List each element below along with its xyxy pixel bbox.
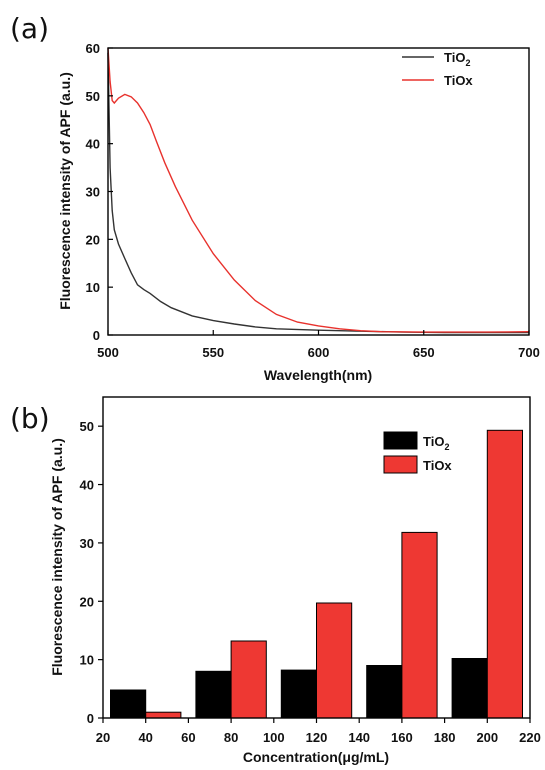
panel-a-x-axis-title: Wavelength(nm) bbox=[264, 367, 372, 383]
panel-a-legend-label-tio2-base: TiO bbox=[444, 50, 465, 65]
panel-a-label: (a) bbox=[10, 12, 49, 45]
panel-a-legend-label-tio2-subscript: 2 bbox=[465, 58, 470, 68]
panel-b-x-tick-label: 40 bbox=[138, 730, 152, 745]
panel-b-x-tick-label: 100 bbox=[263, 730, 285, 745]
panel-b-bar-tio2-200 bbox=[451, 658, 488, 719]
panel-b-legend-label-tio2-subscript: 2 bbox=[444, 442, 449, 452]
panel-b-x-tick-label: 140 bbox=[348, 730, 370, 745]
panel-b-label: (b) bbox=[10, 402, 50, 435]
panel-a-y-tick-label: 20 bbox=[86, 232, 100, 247]
panel-a-x-tick-label: 500 bbox=[97, 345, 119, 360]
panel-a-legend: TiO2 TiOx bbox=[402, 50, 473, 88]
panel-b: (b) 20 40 60 80 100 120 140 160 180 200 220 0 10 20 30… bbox=[10, 396, 541, 765]
panel-b-bar-tio2-120 bbox=[280, 669, 317, 719]
panel-b-legend-swatch-tiox bbox=[383, 455, 418, 474]
panel-b-x-tick-label: 160 bbox=[391, 730, 413, 745]
panel-b-x-tick-label: 20 bbox=[96, 730, 110, 745]
panel-a-ticks: 500 550 600 650 700 0 10 20 30 40 50 60 bbox=[86, 41, 540, 360]
panel-b-y-axis-title: Fluorescence intensity of APF (a.u.) bbox=[49, 438, 65, 676]
panel-a-x-tick-label: 600 bbox=[308, 345, 330, 360]
panel-b-ticks: 20 40 60 80 100 120 140 160 180 200 220 0 10 20 30 40 50 bbox=[80, 419, 541, 745]
panel-b-y-tick-label: 40 bbox=[80, 478, 94, 493]
panel-a-legend-label-tio2: TiO2 bbox=[444, 50, 470, 68]
panel-b-x-tick-label: 180 bbox=[434, 730, 456, 745]
panel-a-x-tick-label: 550 bbox=[202, 345, 224, 360]
panel-b-y-tick-label: 50 bbox=[80, 419, 94, 434]
panel-b-x-tick-label: 220 bbox=[519, 730, 541, 745]
panel-a-y-tick-label: 10 bbox=[86, 280, 100, 295]
panel-b-legend-label-tiox: TiOx bbox=[423, 458, 452, 473]
panel-a-series-line-tiox bbox=[107, 47, 530, 333]
panel-a-legend-label-tiox: TiOx bbox=[444, 73, 473, 88]
panel-a-series-group bbox=[107, 47, 530, 334]
panel-b-legend-label-tio2: TiO2 bbox=[423, 434, 449, 452]
panel-a-x-tick-label: 700 bbox=[518, 345, 540, 360]
panel-a-y-tick-label: 60 bbox=[86, 41, 100, 56]
panel-a-y-tick-label: 30 bbox=[86, 185, 100, 200]
panel-a-x-tick-label: 650 bbox=[413, 345, 435, 360]
panel-b-legend-swatch-tio2 bbox=[383, 431, 418, 450]
panel-b-y-tick-label: 10 bbox=[80, 653, 94, 668]
panel-b-x-tick-label: 80 bbox=[224, 730, 238, 745]
panel-a: (a) 500 550 600 650 700 0 10 20 30 40 50 60 Wavelen… bbox=[10, 12, 540, 383]
panel-b-legend: TiO2 TiOx bbox=[383, 431, 452, 474]
panel-a-plot-frame bbox=[107, 47, 530, 336]
panel-b-bar-tiox-120 bbox=[316, 602, 353, 719]
panel-a-series-line-tio2 bbox=[107, 52, 529, 334]
panel-b-bar-tiox-160 bbox=[401, 531, 438, 719]
panel-b-bars-group bbox=[110, 429, 523, 719]
panel-a-y-tick-label: 40 bbox=[86, 137, 100, 152]
panel-b-y-tick-label: 20 bbox=[80, 594, 94, 609]
panel-b-x-tick-label: 60 bbox=[181, 730, 195, 745]
panel-b-bar-tio2-80 bbox=[195, 670, 232, 719]
panel-a-y-tick-label: 0 bbox=[93, 328, 100, 343]
panel-b-bar-tiox-40 bbox=[145, 711, 182, 719]
panel-b-x-axis-title: Concentration(μg/mL) bbox=[243, 749, 389, 765]
panel-b-bar-tio2-40 bbox=[110, 689, 147, 719]
panel-a-y-tick-label: 50 bbox=[86, 89, 100, 104]
panel-a-y-axis-title: Fluorescence intensity of APF (a.u.) bbox=[57, 72, 73, 310]
panel-b-x-tick-label: 200 bbox=[476, 730, 498, 745]
panel-b-bar-tiox-80 bbox=[230, 640, 267, 719]
panel-b-y-tick-label: 0 bbox=[87, 711, 94, 726]
panel-b-bar-tio2-160 bbox=[366, 665, 403, 719]
panel-b-bar-tiox-200 bbox=[486, 429, 523, 719]
panel-b-legend-label-tio2-base: TiO bbox=[423, 434, 444, 449]
panel-b-x-tick-label: 120 bbox=[306, 730, 328, 745]
panel-b-y-tick-label: 30 bbox=[80, 536, 94, 551]
